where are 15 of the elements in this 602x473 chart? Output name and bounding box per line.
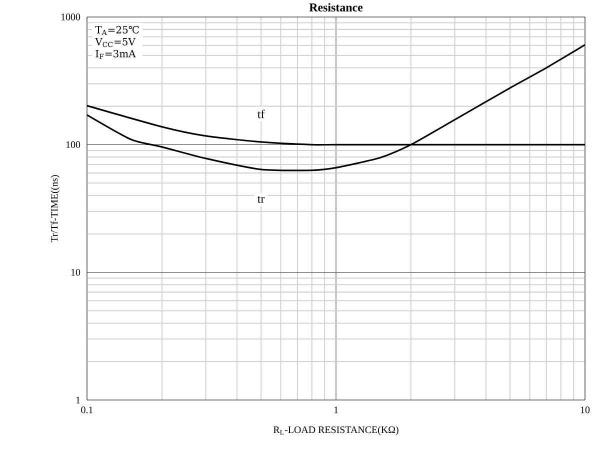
x-axis-title: R$_{L}$-LOAD RESISTANCE(KΩ): [273, 426, 398, 436]
y-axis-title: Tr/Tf-TIME((ns): [50, 175, 60, 242]
x-tick-label: 0.1: [81, 406, 93, 414]
chart-title: Resistance: [309, 3, 363, 12]
series-label: tf: [258, 110, 265, 118]
y-tick-label: 1: [76, 396, 80, 404]
y-tick-label: 10: [71, 268, 80, 276]
y-tick-label: 1000: [61, 14, 80, 20]
x-tick-label: 10: [580, 406, 590, 414]
annotation: I$_{F}$=3mA: [96, 50, 136, 59]
annotation: V$_{CC}$=5V: [95, 38, 136, 48]
y-tick-label: 100: [66, 141, 80, 148]
annotation: T$_{A}$=25℃: [95, 26, 139, 35]
text: tr: [258, 196, 265, 203]
x-tick-label: 1: [334, 406, 338, 414]
